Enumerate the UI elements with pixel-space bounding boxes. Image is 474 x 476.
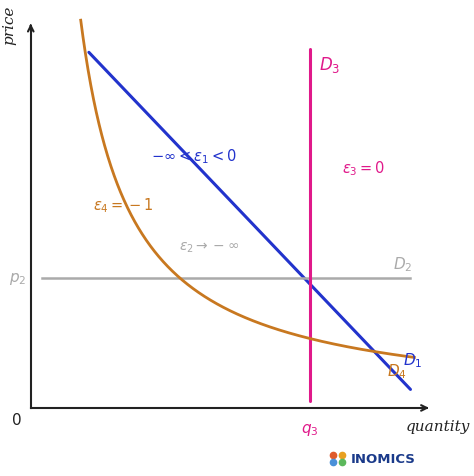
Text: $D_3$: $D_3$: [319, 55, 341, 75]
Text: $-\infty < \epsilon_1 < 0$: $-\infty < \epsilon_1 < 0$: [151, 148, 236, 166]
Text: quantity: quantity: [405, 419, 470, 433]
Text: $q_3$: $q_3$: [301, 421, 319, 437]
Text: $p_2$: $p_2$: [9, 271, 26, 287]
Text: 0: 0: [12, 412, 22, 426]
Text: $D_4$: $D_4$: [387, 362, 407, 380]
Text: INOMICS: INOMICS: [350, 452, 415, 465]
Text: price: price: [2, 6, 17, 45]
Text: $D_1$: $D_1$: [403, 351, 422, 369]
Text: $\epsilon_4 = -1$: $\epsilon_4 = -1$: [93, 196, 154, 214]
Text: $\epsilon_3 = 0$: $\epsilon_3 = 0$: [342, 159, 385, 177]
Text: $D_2$: $D_2$: [393, 255, 412, 273]
Text: $\epsilon_2 \to -\infty$: $\epsilon_2 \to -\infty$: [179, 240, 239, 255]
